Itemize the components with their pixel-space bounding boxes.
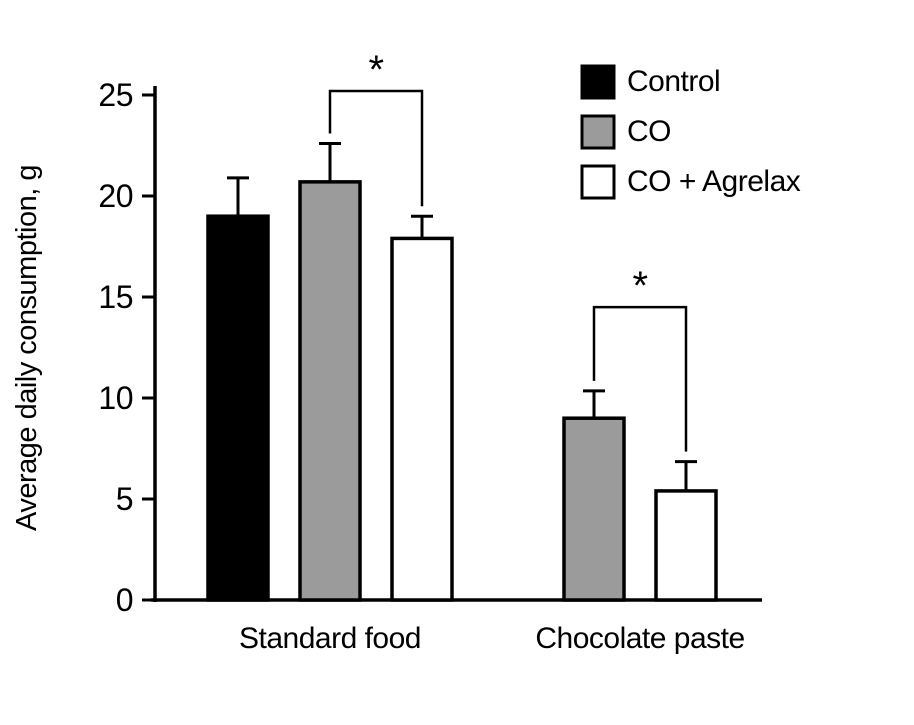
legend-label: CO (627, 115, 671, 148)
legend-swatch (580, 114, 616, 150)
legend: Control CO CO + Agrelax (580, 64, 801, 200)
legend-swatch (580, 164, 616, 200)
y-tick-label: 0 (116, 582, 133, 618)
bar (562, 416, 626, 602)
x-category-label: Chocolate paste (535, 622, 744, 655)
y-axis-label: Average daily consumption, g (11, 165, 43, 531)
bars (206, 180, 718, 602)
significance-asterisk: * (368, 48, 383, 92)
legend-label: Control (627, 65, 720, 98)
bar (298, 180, 362, 602)
significance-brackets: ** (328, 48, 688, 452)
significance-bracket (592, 305, 688, 452)
significance-bracket (328, 89, 424, 207)
y-tick-label: 10 (98, 380, 133, 416)
y-tick-label: 25 (98, 77, 133, 113)
bar (206, 214, 270, 602)
bar (390, 236, 454, 602)
error-bars (227, 141, 697, 491)
legend-label: CO + Agrelax (627, 165, 801, 198)
legend-swatch (580, 64, 616, 100)
bar (654, 489, 718, 602)
significance-asterisk: * (632, 264, 647, 308)
x-category-label: Standard food (239, 622, 421, 655)
y-tick-label: 5 (116, 481, 133, 517)
y-tick-label: 20 (98, 178, 133, 214)
y-tick-label: 15 (98, 279, 133, 315)
axes: 0 5 10 15 20 25 Standard food Chocolate paste (98, 77, 762, 655)
